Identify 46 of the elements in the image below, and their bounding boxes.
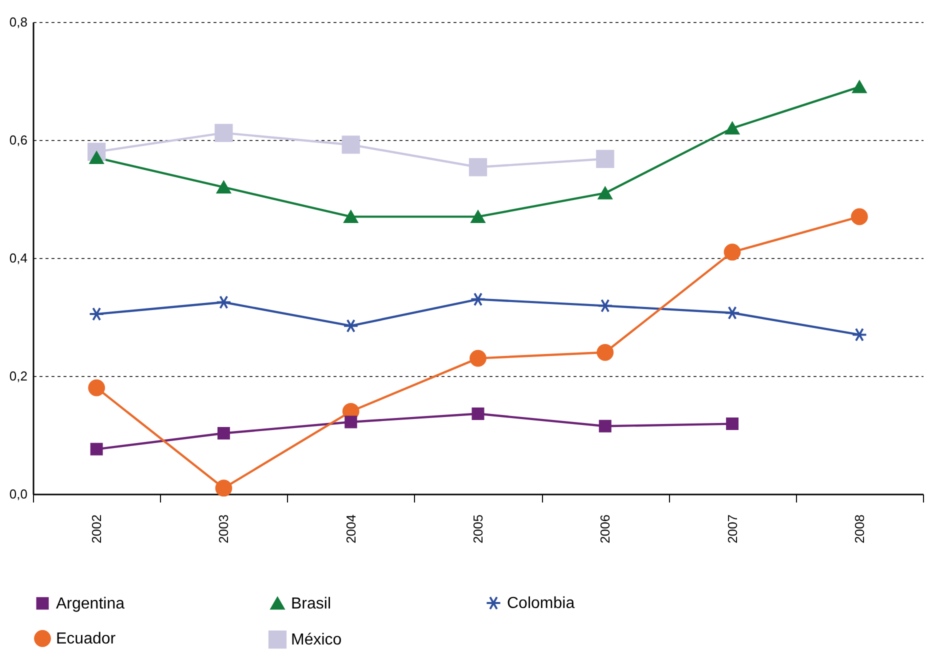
y-tick-label: 0,2: [9, 368, 28, 384]
point: [725, 122, 740, 134]
point: [852, 328, 868, 342]
x-tick-label: 2005: [470, 514, 486, 544]
point: [850, 208, 868, 226]
legend-label: Ecuador: [56, 630, 116, 648]
y-tick-label: 0,8: [9, 14, 28, 30]
point: [472, 408, 484, 420]
point: [724, 244, 741, 261]
point: [598, 186, 612, 200]
point: [216, 180, 231, 194]
legend-label: Colombia: [507, 595, 575, 612]
y-tick-label: 0,6: [9, 132, 28, 148]
x-tick-label: 2004: [343, 514, 358, 544]
point: [90, 442, 103, 456]
point: [343, 318, 359, 333]
point: [468, 158, 488, 176]
point: [88, 379, 106, 396]
legend-label: Brasil: [291, 595, 332, 612]
x-tick-label: 2002: [89, 514, 104, 544]
point: [596, 344, 614, 361]
point: [852, 80, 866, 94]
point: [598, 420, 612, 432]
point: [470, 350, 486, 367]
legend-label: México: [291, 632, 342, 648]
point: [597, 298, 613, 313]
point: [344, 416, 358, 428]
y-tick-label: 0,0: [9, 486, 28, 502]
point: [724, 306, 740, 320]
point: [596, 150, 614, 168]
point: [215, 480, 232, 497]
point: [470, 292, 486, 306]
point: [344, 210, 358, 223]
x-tick-label: 2007: [724, 514, 740, 544]
x-tick-label: 2006: [598, 514, 613, 544]
point: [726, 418, 739, 430]
y-tick-label: 0,4: [9, 250, 28, 266]
point: [470, 210, 486, 223]
point: [342, 136, 360, 154]
legend-label: Argentina: [56, 595, 125, 612]
point: [88, 307, 104, 321]
point: [217, 426, 230, 440]
x-tick-label: 2003: [216, 514, 232, 544]
point: [214, 124, 233, 142]
x-tick-label: 2008: [852, 514, 867, 544]
point: [216, 295, 232, 310]
